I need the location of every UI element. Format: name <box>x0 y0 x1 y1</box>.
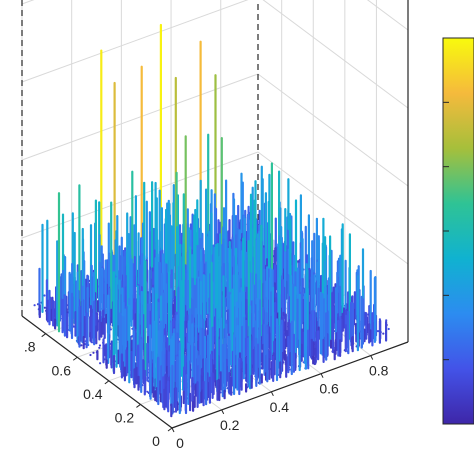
surface-floor-point <box>99 362 102 365</box>
x-tick-mark <box>221 409 225 415</box>
x-tick-mark <box>270 391 274 397</box>
y-tick-mark <box>72 356 78 361</box>
surface-floor-point <box>92 351 95 354</box>
y-tick-label: .8 <box>24 339 36 355</box>
surface-floor-point <box>98 346 101 349</box>
axes-front-edges <box>21 315 409 429</box>
y-tick-label: 0 <box>152 433 160 449</box>
x-tick-mark <box>370 355 374 360</box>
x-tick-label: 0.6 <box>319 381 339 397</box>
surface-floor-point <box>376 330 380 333</box>
y-tick-mark <box>104 380 110 385</box>
surface-floor-point <box>43 294 46 297</box>
surface-floor-point <box>89 353 92 357</box>
y-axis-line <box>21 315 173 429</box>
surface-floor-point <box>385 319 388 322</box>
y-tick-mark <box>41 333 46 338</box>
x-tick-label: 0.4 <box>270 399 290 415</box>
y-axis-ticks: 0 0.2 0.4 0.6 .8 <box>24 333 173 449</box>
y-tick-label: 0.2 <box>115 409 135 425</box>
surface-floor-point <box>98 344 102 347</box>
y-tick-mark <box>167 427 173 432</box>
x-tick-label: 0 <box>176 435 184 451</box>
y-tick-label: 0.6 <box>52 362 72 378</box>
y-tick-label: 0.4 <box>83 386 103 402</box>
axes-box <box>21 0 409 429</box>
x-axis-line <box>171 341 409 429</box>
surface-floor-point <box>382 332 385 335</box>
surface-spikes <box>33 23 390 418</box>
colorbar <box>442 37 474 425</box>
x-tick-label: 0.8 <box>369 363 389 379</box>
y-tick-mark <box>136 404 141 408</box>
surface-floor-point <box>33 304 36 307</box>
surface-floor-point <box>387 327 390 331</box>
surface-floor-point <box>43 306 47 309</box>
x-axis-ticks: 0 0.2 0.4 0.6 0.8 <box>171 355 389 451</box>
x-tick-label: 0.2 <box>220 417 240 433</box>
x-tick-mark <box>171 427 175 433</box>
x-tick-mark <box>320 373 324 378</box>
surface-floor-point <box>80 344 83 347</box>
surface-floor-point <box>146 390 149 393</box>
surface-floor-point <box>297 260 300 263</box>
